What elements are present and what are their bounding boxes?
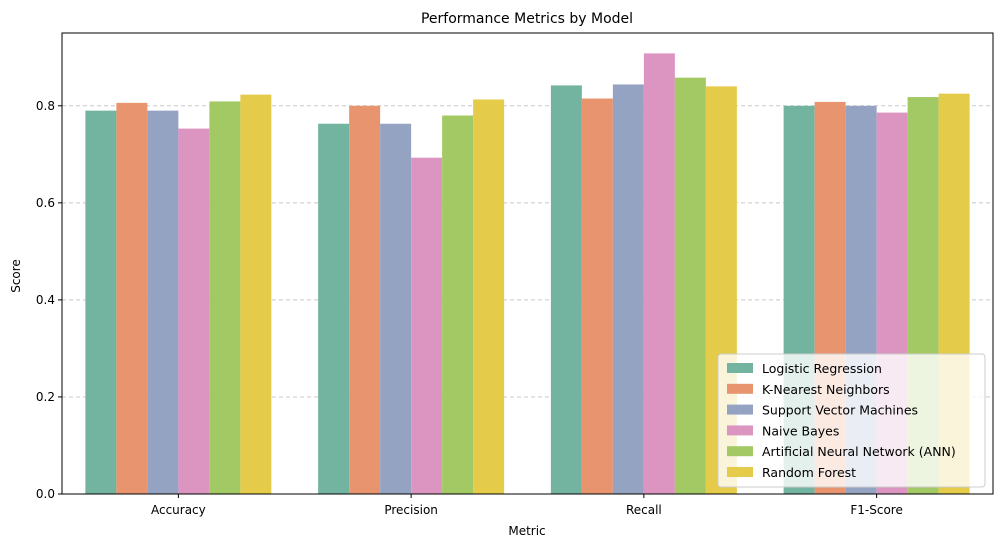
bar [674, 77, 706, 494]
chart-title: Performance Metrics by Model [421, 11, 633, 27]
x-tick-label: Precision [384, 503, 438, 517]
bar [581, 98, 613, 494]
bar [349, 105, 381, 494]
legend-label: Logistic Regression [762, 361, 882, 376]
bar [178, 128, 210, 494]
x-tick-label: Accuracy [151, 503, 206, 517]
bar [612, 84, 644, 494]
legend: Logistic Regression K-Nearest Neighbors Su… [717, 353, 986, 488]
bar [209, 101, 241, 494]
legend-swatch [727, 446, 753, 457]
legend-label: Naive Bayes [762, 423, 839, 438]
legend-label: K-Nearest Neighbors [762, 382, 890, 397]
bar [116, 102, 148, 494]
x-tick-label: Recall [626, 503, 662, 517]
x-axis-label: Metric [508, 524, 545, 538]
bar [442, 115, 474, 494]
bar [643, 53, 675, 495]
legend-label: Random Forest [762, 465, 856, 480]
legend-box [717, 353, 986, 488]
y-tick-label: 0.0 [36, 487, 55, 501]
legend-swatch [727, 425, 753, 436]
y-tick-label: 0.4 [36, 293, 55, 307]
legend-swatch [727, 404, 753, 415]
x-axis: Accuracy Precision Recall F1-Score [151, 494, 903, 517]
legend-swatch [727, 363, 753, 373]
bar [380, 123, 412, 495]
bar [318, 123, 350, 495]
y-tick-label: 0.6 [36, 196, 55, 210]
y-tick-label: 0.2 [36, 390, 55, 404]
y-axis-label: Score [9, 259, 23, 293]
legend-label: Artificial Neural Network (ANN) [762, 444, 956, 459]
y-tick-label: 0.8 [36, 99, 55, 113]
bar [550, 85, 582, 495]
x-tick-label: F1-Score [850, 503, 902, 517]
legend-swatch [727, 383, 753, 394]
legend-label: Support Vector Machines [762, 403, 918, 418]
bar [147, 110, 179, 495]
bar [473, 99, 505, 495]
y-axis: 0.0 0.2 0.4 0.6 0.8 [36, 99, 62, 501]
bar [240, 94, 272, 494]
legend-swatch [727, 467, 753, 477]
plot-frame [61, 32, 994, 495]
bar [85, 110, 117, 495]
bar [411, 157, 443, 494]
